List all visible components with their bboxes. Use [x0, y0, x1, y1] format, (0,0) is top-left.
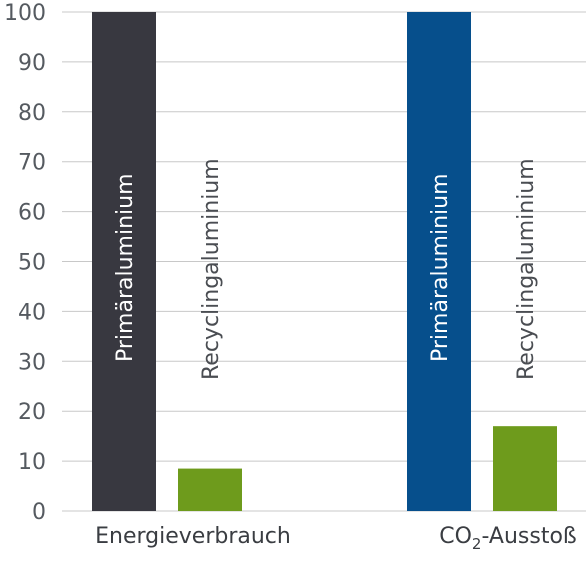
bar-primaer-0 [92, 12, 156, 511]
category-label: CO2-Ausstoß [439, 524, 577, 553]
y-tick-label: 80 [18, 101, 46, 126]
category-label-rest: -Ausstoß [481, 524, 576, 549]
category-label-main: Energieverbrauch [95, 524, 291, 549]
category-label-main: CO [439, 524, 472, 549]
bar-series-label: Primäraluminium [113, 173, 138, 362]
y-tick-label: 60 [18, 201, 46, 226]
y-tick-label: 70 [18, 151, 46, 176]
bar-recycling-1 [493, 426, 557, 511]
y-tick-label: 40 [18, 300, 46, 325]
bars: Primäraluminium Primäraluminium Recyclinga… [92, 12, 557, 511]
y-tick-label: 30 [18, 350, 46, 375]
bar-recycling-0 [178, 468, 242, 511]
category-label-subscript: 2 [472, 535, 482, 553]
y-tick-label: 20 [18, 400, 46, 425]
bar-series-label: Primäraluminium [428, 173, 453, 362]
y-tick-label: 100 [4, 1, 46, 26]
y-tick-label: 10 [18, 450, 46, 475]
bar-series-label: Recyclingaluminium [199, 158, 224, 380]
y-tick-label: 0 [32, 500, 46, 525]
y-tick-label: 50 [18, 251, 46, 276]
y-tick-label: 90 [18, 51, 46, 76]
bar-series-label: Recyclingaluminium [514, 158, 539, 380]
bar-primaer-1 [407, 12, 471, 511]
y-axis: 0 10 20 30 40 50 60 70 80 90 100 [4, 1, 46, 525]
x-axis: Energieverbrauch CO2-Ausstoß [95, 524, 577, 553]
category-label: Energieverbrauch [95, 524, 291, 549]
